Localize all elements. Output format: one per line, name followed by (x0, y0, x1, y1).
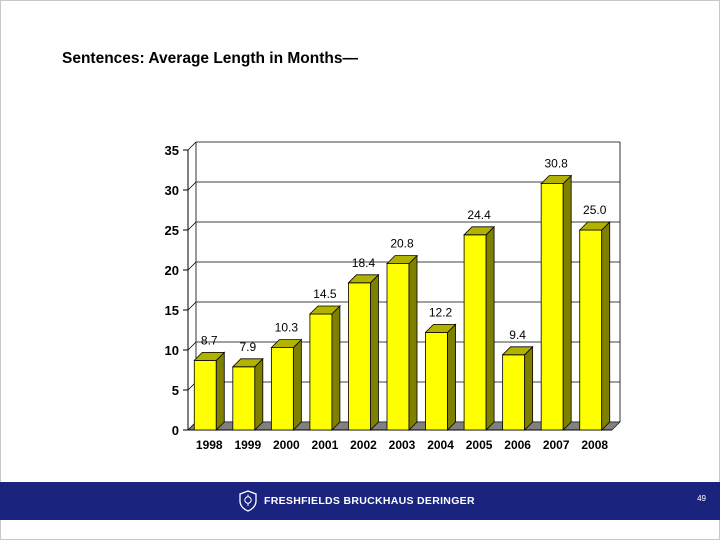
bar (386, 254, 418, 431)
bar-top (270, 339, 303, 349)
slide-title: Sentences: Average Length in Months— (62, 50, 358, 67)
gridline-depth (187, 221, 197, 231)
bars-layer (193, 174, 611, 431)
data-label: 25.0 (583, 203, 607, 217)
bar-front (502, 354, 526, 431)
bar (231, 357, 264, 431)
bar-top (308, 305, 341, 315)
gridline-depth (187, 341, 197, 351)
crest-icon (239, 490, 257, 512)
bar (424, 323, 457, 431)
data-label: 18.4 (352, 256, 376, 270)
bar-top (231, 358, 264, 368)
x-tick-label: 2003 (389, 438, 416, 452)
gridline-depth (187, 261, 197, 271)
bar-top (501, 346, 534, 356)
bar-top (424, 323, 457, 333)
x-tick-label: 1999 (234, 438, 261, 452)
bar-top (463, 226, 496, 236)
y-tick-label: 30 (165, 183, 179, 198)
bar-side (601, 221, 611, 431)
data-label: 14.5 (313, 287, 337, 301)
data-label: 7.9 (239, 340, 256, 354)
bar-side (408, 254, 418, 431)
data-label: 10.3 (275, 321, 299, 335)
y-tick-label: 15 (165, 303, 179, 318)
data-label: 9.4 (509, 328, 526, 342)
bar-front (540, 183, 564, 431)
bar-front (386, 263, 410, 431)
y-tick-label: 35 (165, 143, 179, 158)
x-tick-label: 1998 (196, 438, 223, 452)
bar (308, 305, 341, 431)
data-label: 8.7 (201, 333, 218, 347)
labels-layer: 8.7 7.9 10.3 14.5 18.4 20.8 12.2 24.4 9.4 30.8 25.… (201, 157, 607, 354)
y-tick-label: 25 (165, 223, 179, 238)
footer-logo-text: FRESHFIELDS BRUCKHAUS DERINGER (264, 495, 475, 507)
bar-side (524, 345, 534, 431)
footer-logo: FRESHFIELDS BRUCKHAUS DERINGER (238, 490, 475, 512)
bar-top (347, 274, 380, 284)
bar-front (348, 282, 371, 431)
bar-top (193, 351, 226, 361)
bar (193, 351, 226, 431)
gridline-depth (187, 181, 197, 191)
y-tick-label: 5 (172, 383, 179, 398)
data-label: 24.4 (467, 208, 491, 222)
bar (463, 225, 496, 431)
bar (540, 174, 573, 431)
bar-front (425, 331, 448, 431)
y-tick-label: 10 (165, 343, 179, 358)
bar-side (562, 174, 572, 431)
bar-front (309, 313, 333, 431)
bar-side (447, 323, 456, 431)
bar-side (485, 225, 495, 431)
bar-front (270, 347, 294, 431)
bar-side (292, 338, 302, 431)
bar (578, 221, 611, 431)
data-label: 30.8 (545, 157, 569, 171)
bar-front (232, 366, 256, 431)
bar-top (540, 175, 573, 185)
bar (270, 338, 303, 431)
gridline-depth (187, 141, 197, 151)
x-tick-label: 2001 (312, 438, 339, 452)
y-tick-label: 20 (165, 263, 179, 278)
y-tick-label: 0 (172, 423, 179, 438)
x-tick-label: 2007 (543, 438, 570, 452)
x-tick-label: 2006 (504, 438, 531, 452)
data-label: 20.8 (390, 237, 414, 251)
bar-front (463, 234, 487, 431)
x-tick-label: 2000 (273, 438, 300, 452)
gridline-depth (187, 301, 197, 311)
bar-top (578, 221, 611, 231)
bar-chart: 0 5 10 15 20 25 30 35 1998 1999 2000 2001 2002 2003 20… (165, 141, 621, 452)
data-label: 12.2 (429, 305, 453, 319)
bar-side (370, 273, 379, 431)
x-tick-label: 2004 (427, 438, 454, 452)
bar-front (193, 359, 217, 431)
page-number: 49 (697, 494, 706, 503)
axis-layer: 0 5 10 15 20 25 30 35 1998 1999 2000 2001 2002 2003 20… (165, 142, 612, 452)
bar-side (254, 357, 264, 431)
bar-top (386, 255, 418, 265)
bar-side (215, 351, 225, 431)
x-tick-label: 2008 (581, 438, 608, 452)
bar (347, 273, 380, 431)
bar (501, 345, 534, 431)
bar-side (331, 305, 341, 431)
x-tick-label: 2002 (350, 438, 377, 452)
bar-front (579, 229, 603, 431)
x-tick-label: 2005 (466, 438, 493, 452)
footer-bar: FRESHFIELDS BRUCKHAUS DERINGER 49 (0, 482, 720, 520)
